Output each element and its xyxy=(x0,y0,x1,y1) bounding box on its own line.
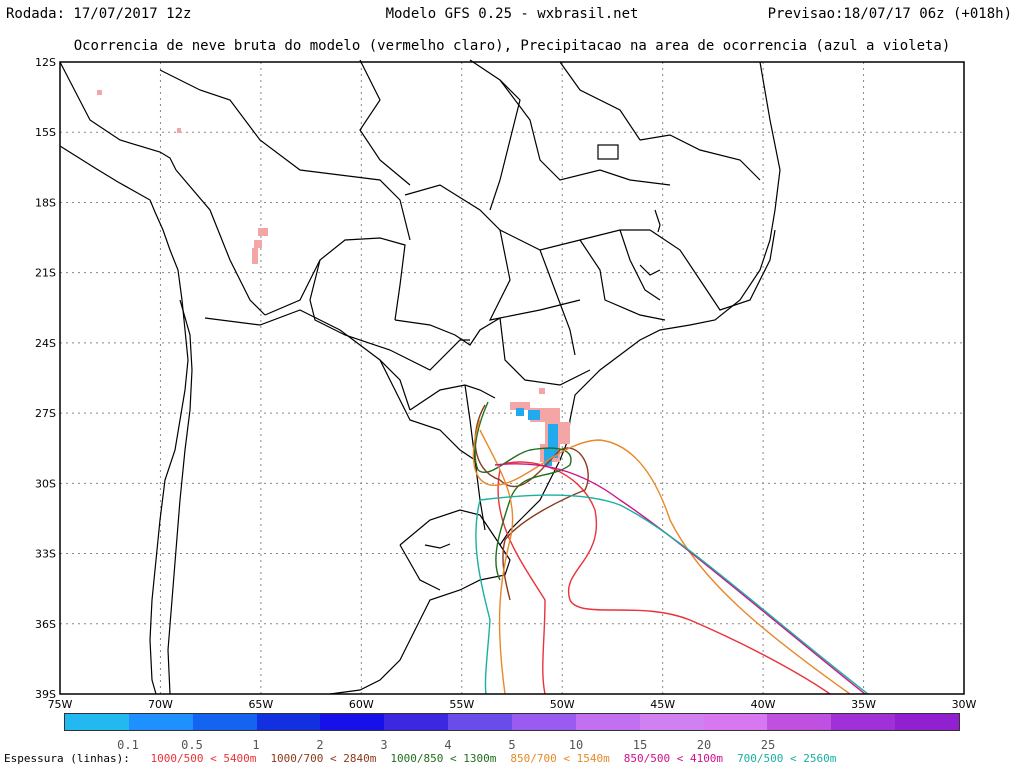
map-grid xyxy=(60,62,964,694)
thickness-legend-prefix: Espessura (linhas): xyxy=(4,752,130,765)
latitude-label: 36S xyxy=(35,618,56,631)
legend-swatch xyxy=(895,714,960,730)
longitude-label: 55W xyxy=(449,698,474,711)
legend-label: 15 xyxy=(632,738,648,752)
thickness-850-700-line xyxy=(479,429,514,695)
longitude-label: 70W xyxy=(148,698,173,711)
latitude-label: 33S xyxy=(35,548,56,561)
coastline-and-borders xyxy=(59,59,781,695)
latitude-label: 24S xyxy=(35,337,56,350)
precipitation-legend-bar xyxy=(64,713,960,731)
legend-label: 25 xyxy=(760,738,776,752)
thickness-850-700-line xyxy=(472,419,851,695)
legend-label: 5 xyxy=(508,738,516,752)
latitude-label: 21S xyxy=(35,267,56,280)
legend-swatch xyxy=(767,714,832,730)
legend-label: 4 xyxy=(444,738,452,752)
longitude-labels: 75W 70W 65W 60W 55W 50W 45W 40W 35W 30W xyxy=(48,698,977,711)
latitude-label: 12S xyxy=(35,56,56,69)
legend-swatch xyxy=(256,714,321,730)
legend-swatch xyxy=(831,714,896,730)
legend-label: 0.1 xyxy=(117,738,139,752)
thickness-1000-500-line xyxy=(497,469,546,695)
latitude-label: 15S xyxy=(35,126,56,139)
snow-occurrence xyxy=(97,90,570,462)
legend-swatch xyxy=(192,714,257,730)
longitude-label: 50W xyxy=(550,698,575,711)
longitude-label: 40W xyxy=(751,698,776,711)
latitude-label: 18S xyxy=(35,196,56,209)
legend-swatch xyxy=(703,714,768,730)
run-time-label: Rodada: 17/07/2017 12z xyxy=(6,6,192,22)
thickness-legend-item: 1000/700 < 2840m xyxy=(270,752,377,765)
legend-swatch xyxy=(448,714,513,730)
forecast-time-label: Previsao:18/07/17 06z (+018h) xyxy=(767,6,1012,22)
thickness-1000-500-line xyxy=(499,461,831,695)
thickness-700-500-line xyxy=(479,494,869,695)
thickness-legend-item: 1000/850 < 1300m xyxy=(390,752,497,765)
legend-label: 3 xyxy=(380,738,388,752)
thickness-850-500-line xyxy=(494,463,866,695)
legend-swatch xyxy=(639,714,704,730)
legend-swatch xyxy=(128,714,193,730)
latitude-label: 30S xyxy=(35,477,56,490)
thickness-legend-item: 1000/500 < 5400m xyxy=(150,752,257,765)
legend-label: 2 xyxy=(316,738,324,752)
precipitation-area xyxy=(516,408,558,466)
longitude-label: 30W xyxy=(952,698,977,711)
longitude-label: 65W xyxy=(248,698,273,711)
legend-swatch xyxy=(384,714,449,730)
map-frame xyxy=(59,61,965,695)
legend-swatch xyxy=(575,714,640,730)
legend-label: 20 xyxy=(696,738,712,752)
longitude-label: 45W xyxy=(650,698,675,711)
longitude-label: 35W xyxy=(851,698,876,711)
legend-swatch xyxy=(512,714,576,730)
legend-swatch xyxy=(65,714,129,730)
model-label: Modelo GFS 0.25 - wxbrasil.net xyxy=(385,6,639,22)
thickness-legend: Espessura (linhas): 1000/500 < 5400m 1000… xyxy=(4,752,864,765)
thickness-1000-700-line xyxy=(474,404,589,601)
latitude-labels: 12S 15S 18S 21S 24S 27S 30S 33S 36S 39S xyxy=(35,56,56,701)
thickness-700-500-line xyxy=(475,499,491,695)
longitude-label: 75W xyxy=(48,698,73,711)
longitude-label: 60W xyxy=(349,698,374,711)
thickness-1000-850-line xyxy=(474,401,572,581)
precipitation-legend-labels: 0.1 0.5 1 2 3 4 5 10 15 20 25 xyxy=(64,738,960,752)
thickness-legend-item: 850/700 < 1540m xyxy=(510,752,610,765)
legend-label: 1 xyxy=(252,738,260,752)
thickness-legend-item: 700/500 < 2560m xyxy=(737,752,837,765)
legend-label: 10 xyxy=(568,738,584,752)
map-subtitle: Ocorrencia de neve bruta do modelo (verm… xyxy=(73,38,951,54)
thickness-legend-item: 850/500 < 4100m xyxy=(623,752,724,765)
latitude-label: 39S xyxy=(35,688,56,701)
legend-label: 0.5 xyxy=(181,738,203,752)
legend-swatch xyxy=(320,714,385,730)
latitude-label: 27S xyxy=(35,407,56,420)
